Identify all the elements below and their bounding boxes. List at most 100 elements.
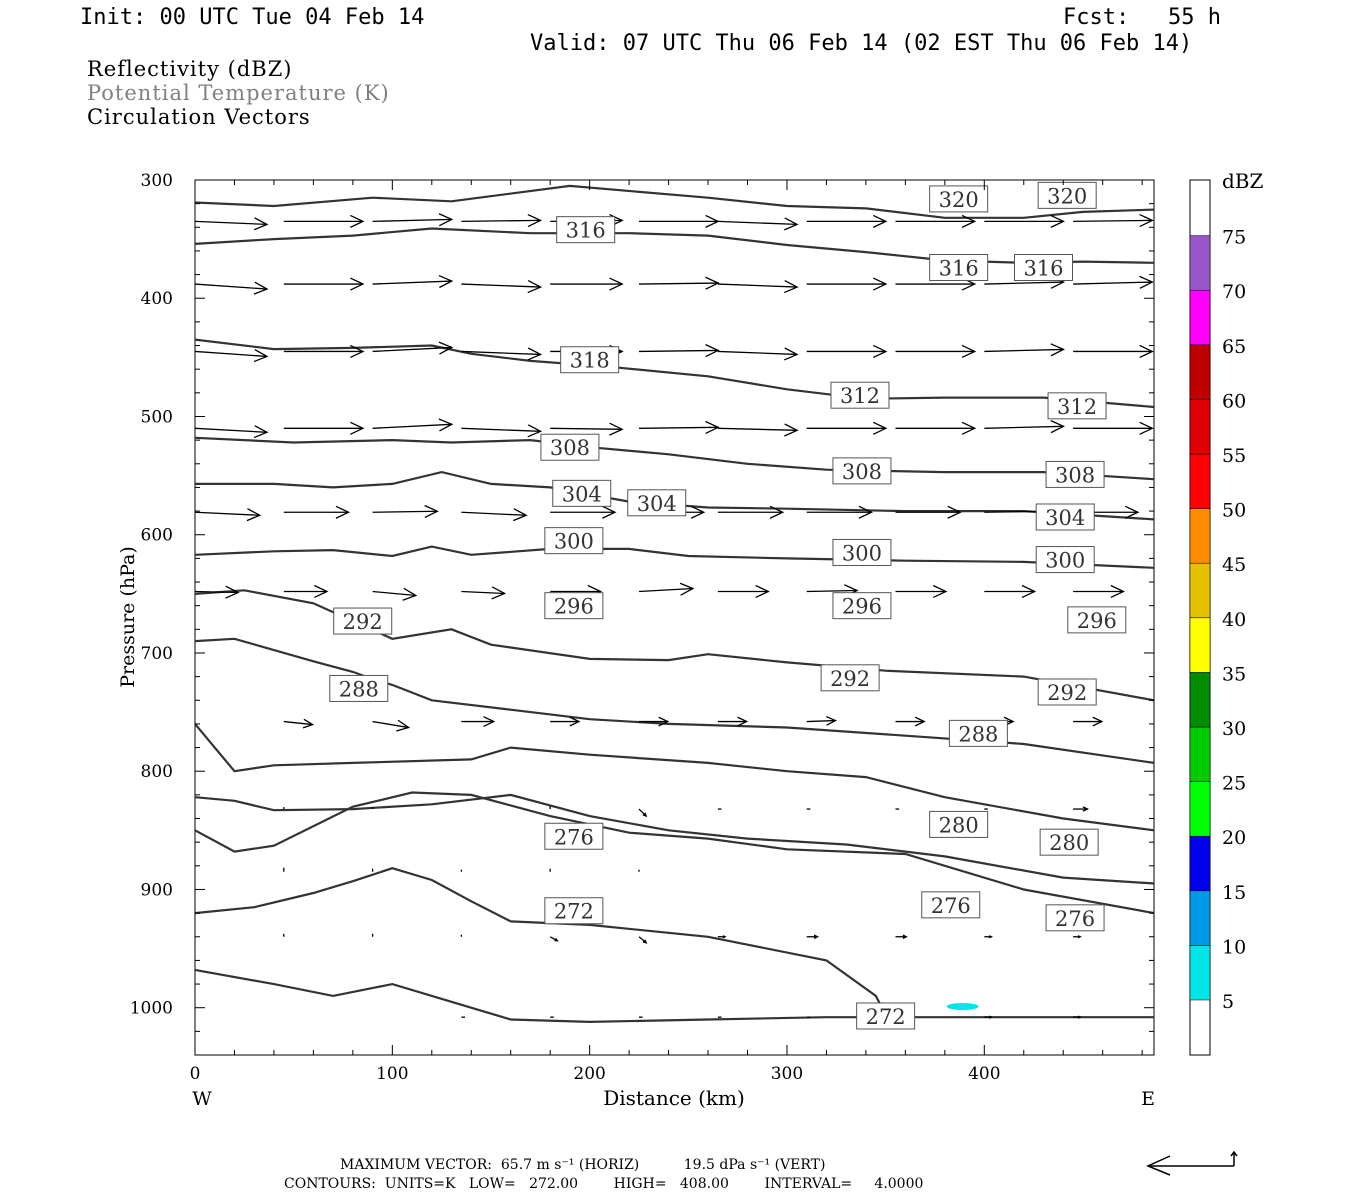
circulation-vector: [1073, 344, 1154, 359]
circulation-vector: [461, 347, 543, 361]
colorbar-label: 25: [1222, 773, 1246, 795]
vector-head: [483, 716, 496, 727]
contour-label-text: 288: [339, 677, 379, 701]
vector-head: [783, 347, 799, 361]
vector-head: [988, 935, 994, 939]
contour-label: 280: [1039, 828, 1099, 856]
vector-head: [225, 585, 240, 599]
circulation-vector: [1073, 935, 1082, 939]
circulation-vector: [895, 716, 926, 727]
vector-shaft: [638, 808, 647, 817]
legend-circulation-vectors: Circulation Vectors: [87, 105, 311, 129]
circulation-vector: [984, 214, 1066, 228]
vector-shaft: [372, 423, 452, 429]
circulation-vector: [717, 584, 770, 599]
vector-head: [1050, 214, 1066, 228]
vector-shaft: [638, 936, 647, 944]
circulation-vector: [372, 418, 454, 432]
circulation-vector: [984, 343, 1066, 357]
contour-label: 304: [627, 489, 687, 517]
vector-head: [527, 424, 543, 438]
colorbar-label: 75: [1222, 227, 1246, 249]
vector-head: [253, 217, 269, 231]
contour-label-box: [856, 1002, 916, 1030]
colorbar-segment: [1189, 781, 1211, 837]
contour-label-text: 304: [1045, 506, 1085, 530]
reflectivity-patch: [946, 1002, 979, 1011]
y-tick-label: 900: [141, 880, 173, 900]
circulation-vector: [984, 935, 994, 939]
contour-label-text: 320: [939, 188, 979, 212]
circulation-vector: [283, 421, 365, 435]
circulation-vector: [638, 808, 648, 818]
vector-head: [872, 344, 888, 359]
contour-label: 280: [929, 810, 989, 838]
theta-contour-272: [194, 867, 887, 1016]
vector-shaft: [984, 348, 1064, 353]
circulation-vector: [1073, 1015, 1082, 1019]
theta-contour-276: [194, 791, 1155, 915]
contour-label-box: [1047, 392, 1107, 420]
vector-shaft: [372, 280, 452, 285]
contour-label: 276: [1045, 904, 1105, 932]
contour-label: 292: [1037, 678, 1097, 706]
colorbar-label: 10: [1222, 936, 1246, 958]
colorbar-segment: [1189, 453, 1211, 509]
circulation-vector: [283, 277, 365, 291]
contour-label-text: 300: [842, 541, 882, 565]
vector-shaft: [372, 218, 452, 223]
contour-label-box: [832, 538, 892, 566]
vector-head: [350, 214, 365, 228]
vector-head: [253, 349, 269, 363]
contour-label-box: [929, 810, 989, 838]
contour-label-box: [929, 185, 989, 213]
circulation-vector: [895, 214, 977, 228]
contour-label-box: [1067, 606, 1127, 634]
vector-head: [438, 274, 454, 289]
vector-shaft: [461, 283, 541, 288]
contour-label-text: 276: [554, 825, 594, 849]
vector-shaft: [806, 719, 836, 723]
contour-label: 288: [329, 674, 389, 702]
vector-head: [314, 584, 329, 599]
vector-head: [350, 421, 365, 435]
vector-head: [527, 280, 543, 294]
vector-head: [1077, 935, 1082, 939]
y-axis-label: Pressure (hPa): [117, 546, 139, 688]
contour-label-box: [1013, 254, 1073, 281]
vector-head: [554, 938, 559, 942]
vector-head: [253, 281, 269, 295]
contour-label: 304: [552, 479, 612, 507]
contour-label-text: 300: [1045, 549, 1085, 573]
vector-head: [658, 716, 670, 727]
circulation-vector: [717, 280, 799, 294]
vector-head: [783, 217, 799, 231]
contour-label-box: [1037, 181, 1097, 209]
vector-head: [722, 935, 727, 939]
maximum-vector: MAXIMUM VECTOR: 65.7 m s⁻¹ (HORIZ) 19.5 …: [340, 1157, 826, 1173]
vector-shaft: [984, 425, 1064, 429]
contour-label: 272: [856, 1002, 916, 1030]
contour-label-text: 320: [1047, 184, 1087, 208]
circulation-vector: [895, 584, 948, 599]
vector-head: [642, 812, 648, 818]
contour-label: 296: [1067, 606, 1127, 634]
vector-head: [961, 421, 977, 435]
circulation-vector: [638, 276, 720, 290]
vector-head: [438, 418, 454, 432]
vector-head: [769, 505, 785, 519]
vector-head: [858, 505, 874, 519]
contour-label-text: 288: [958, 722, 998, 746]
circulation-vector: [194, 217, 269, 231]
colorbar-label: 55: [1222, 445, 1246, 467]
contour-label: 308: [540, 433, 600, 461]
contour-label-box: [627, 489, 687, 517]
y-tick-label: 600: [141, 526, 173, 546]
vector-shaft: [372, 590, 416, 597]
contour-label-text: 296: [554, 595, 594, 619]
vector-shaft: [372, 346, 452, 353]
circulation-vector: [194, 585, 240, 599]
x-tick-label: 0: [190, 1064, 201, 1084]
colorbar-label: 20: [1222, 827, 1246, 849]
x-axis-label: Distance (km): [603, 1086, 745, 1110]
